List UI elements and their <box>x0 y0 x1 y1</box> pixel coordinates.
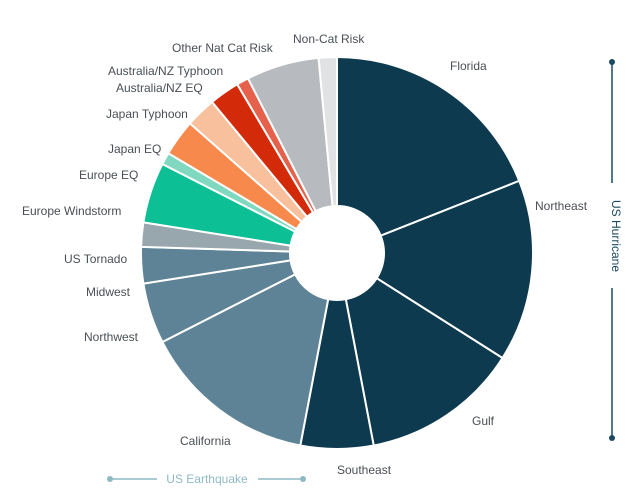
slice-florida <box>336 55 521 237</box>
slice-label-non-cat-risk: Non-Cat Risk <box>293 32 365 46</box>
us-hurricane-bracket-dot-top <box>609 59 615 65</box>
slice-label-europe-windstorm: Europe Windstorm <box>22 204 121 218</box>
slice-label-europe-eq: Europe EQ <box>79 168 138 182</box>
us-earthquake-group-label: US Earthquake <box>166 472 248 486</box>
slice-label-northeast: Northeast <box>535 199 588 213</box>
slice-label-florida: Florida <box>450 59 487 73</box>
slice-label-california: California <box>180 434 231 448</box>
slice-label-southeast: Southeast <box>337 463 392 477</box>
slice-northeast <box>375 179 534 360</box>
slice-label-gulf: Gulf <box>472 414 495 428</box>
slice-layer <box>140 55 534 450</box>
us-hurricane-group-label: US Hurricane <box>609 200 623 272</box>
slice-label-northwest: Northwest <box>84 330 139 344</box>
us-earthquake-bracket-dot-right <box>300 476 306 482</box>
slice-label-australia-nz-typhoon: Australia/NZ Typhoon <box>108 64 223 78</box>
label-layer: Florida Northeast Gulf Southeast California N… <box>22 32 588 477</box>
slice-label-midwest: Midwest <box>86 285 131 299</box>
slice-non-cat-risk <box>317 55 338 208</box>
us-hurricane-bracket-dot-bottom <box>609 435 615 441</box>
us-earthquake-bracket-dot-left <box>107 476 113 482</box>
slice-california <box>161 272 330 447</box>
slice-label-australia-nz-eq: Australia/NZ EQ <box>116 81 203 95</box>
slice-label-other-nat-cat-risk: Other Nat Cat Risk <box>172 41 274 55</box>
slice-gulf <box>344 276 504 447</box>
slice-label-us-tornado: US Tornado <box>64 252 127 266</box>
slice-label-japan-eq: Japan EQ <box>108 142 161 156</box>
slice-label-japan-typhoon: Japan Typhoon <box>106 107 188 121</box>
group-bracket-layer: US Hurricane US Earthquake <box>107 59 623 486</box>
